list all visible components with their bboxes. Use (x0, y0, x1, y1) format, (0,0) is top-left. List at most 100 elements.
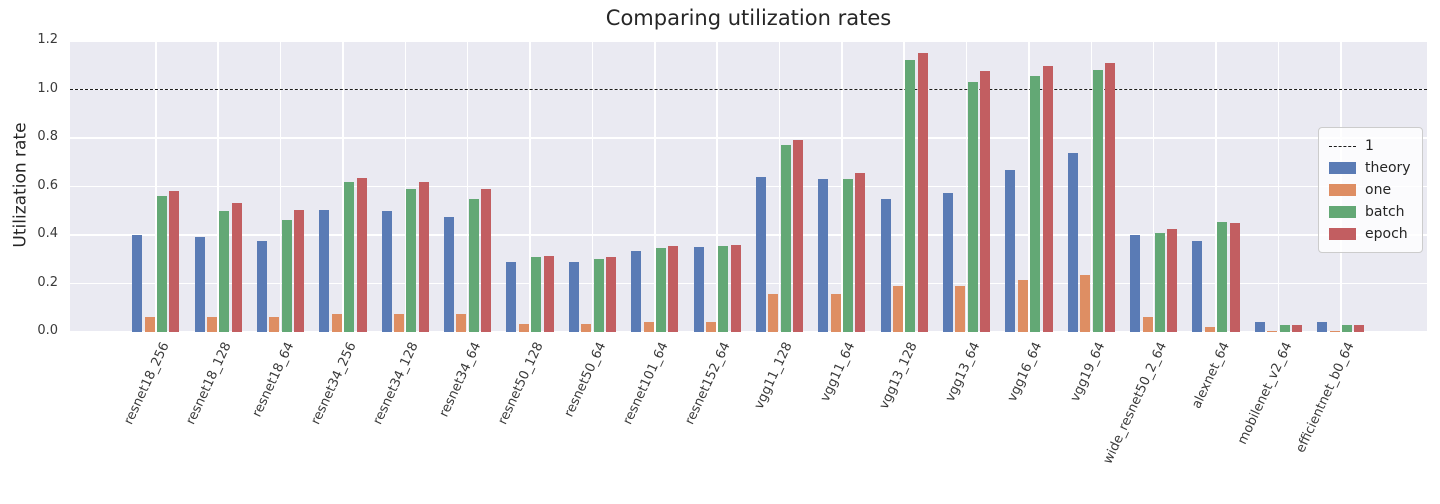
dashed-line-icon (1329, 145, 1356, 147)
x-tick-label-text: vgg19_64 (1067, 340, 1108, 405)
x-tick-label-text: vgg13_64 (942, 340, 984, 405)
bar-batch (344, 182, 355, 332)
x-tick-label-text: efficientnet_b0_64 (1293, 340, 1358, 456)
bar-theory (1130, 235, 1141, 332)
bar-one (1080, 275, 1091, 332)
y-tick-label: 0.2 (37, 274, 58, 290)
bar-theory (381, 211, 392, 332)
bar-one (269, 317, 280, 332)
vertical-gridline (466, 41, 469, 332)
legend-item-epoch: epoch (1329, 223, 1412, 245)
x-tick-label-text: resnet18_64 (249, 340, 298, 420)
x-tick-label-text: resnet18_128 (183, 340, 235, 428)
bar-one (955, 286, 966, 332)
bar-batch (281, 220, 292, 332)
legend-color-swatch (1329, 162, 1356, 174)
vertical-gridline (654, 41, 656, 332)
bar-epoch (1104, 63, 1115, 332)
bar-one (1329, 331, 1340, 332)
bar-theory (1067, 153, 1078, 332)
vertical-gridline (155, 41, 157, 332)
x-tick-label-text: vgg11_64 (817, 340, 859, 405)
vertical-gridline (903, 41, 905, 332)
bar-one (705, 322, 716, 332)
legend-color-swatch (1329, 228, 1356, 240)
x-tick-label-text: resnet34_128 (370, 340, 422, 428)
bar-batch (593, 259, 604, 332)
x-tick-label-text: resnet152_64 (682, 340, 734, 428)
bar-epoch (917, 53, 928, 332)
bar-batch (655, 248, 666, 332)
bar-theory (880, 199, 891, 332)
bar-theory (1317, 322, 1328, 332)
bar-theory (568, 262, 579, 332)
bar-batch (1092, 70, 1103, 332)
bar-theory (256, 241, 267, 332)
bar-one (394, 314, 405, 332)
vertical-gridline (591, 41, 594, 332)
vertical-gridline (1152, 41, 1155, 332)
bar-theory (1005, 170, 1016, 332)
bar-epoch (855, 173, 866, 332)
horizontal-gridline (70, 282, 1427, 285)
bar-epoch (294, 210, 305, 332)
bar-epoch (1354, 325, 1365, 332)
horizontal-gridline (70, 137, 1427, 139)
vertical-gridline (404, 41, 407, 332)
legend-item-theory: theory (1329, 157, 1412, 179)
bar-theory (319, 210, 330, 332)
x-tick-label-text: vgg13_128 (876, 340, 921, 412)
bar-one (456, 314, 467, 332)
legend: 1 theory one batch epoch (1318, 127, 1423, 253)
bar-epoch (980, 71, 991, 332)
x-tick-label-text: mobilenet_v2_64 (1234, 340, 1296, 447)
bar-batch (1279, 325, 1290, 332)
bar-batch (718, 246, 729, 332)
vertical-gridline (716, 41, 718, 332)
bar-epoch (668, 246, 679, 332)
bar-one (331, 314, 342, 332)
bar-theory (444, 217, 455, 332)
bar-epoch (231, 203, 242, 332)
bar-one (830, 294, 841, 332)
vertical-gridline (841, 41, 843, 332)
bar-one (1142, 317, 1153, 332)
bar-one (893, 286, 904, 332)
bar-epoch (481, 189, 492, 332)
x-tick-label-text: vgg16_64 (1005, 340, 1046, 405)
bar-one (643, 322, 654, 332)
legend-item-batch: batch (1329, 201, 1412, 223)
horizontal-gridline (70, 185, 1427, 188)
bar-epoch (1229, 223, 1240, 332)
bar-theory (631, 251, 642, 332)
legend-label: batch (1365, 204, 1405, 220)
bar-batch (531, 257, 542, 332)
bar-batch (967, 82, 978, 332)
bar-batch (1154, 233, 1165, 332)
plot-area (70, 40, 1427, 333)
reference-line (70, 88, 1427, 90)
y-tick-label: 0.0 (37, 323, 58, 338)
vertical-gridline (217, 41, 219, 332)
chart-title: Comparing utilization rates (605, 6, 892, 30)
bar-theory (194, 237, 205, 332)
y-tick-label: 0.4 (37, 226, 58, 241)
bar-theory (755, 177, 766, 332)
bar-epoch (605, 257, 616, 332)
bar-one (206, 317, 217, 332)
horizontal-gridline (70, 234, 1427, 236)
bar-epoch (418, 182, 429, 332)
vertical-gridline (342, 41, 344, 332)
bar-batch (1030, 76, 1041, 332)
bar-epoch (1167, 229, 1178, 332)
legend-item-reference: 1 (1329, 135, 1412, 157)
bar-epoch (1042, 66, 1053, 332)
vertical-gridline (1277, 41, 1280, 332)
bar-one (768, 294, 779, 332)
bar-epoch (543, 256, 554, 332)
bar-epoch (793, 140, 804, 332)
bar-theory (1192, 241, 1203, 332)
horizontal-gridline (70, 331, 1427, 333)
bar-one (581, 324, 592, 332)
bar-batch (468, 199, 479, 332)
